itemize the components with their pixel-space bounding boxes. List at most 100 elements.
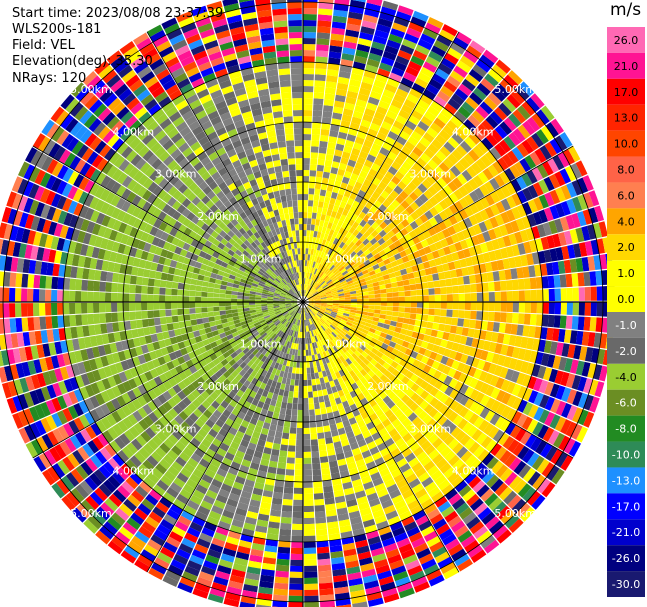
velocity-gate	[541, 314, 549, 327]
velocity-gate	[375, 326, 383, 332]
velocity-gate	[237, 305, 244, 309]
velocity-gate	[461, 327, 469, 337]
velocity-gate	[456, 60, 472, 74]
velocity-gate	[333, 106, 344, 115]
velocity-gate	[331, 339, 337, 346]
velocity-gate	[462, 345, 472, 356]
velocity-gate	[422, 261, 431, 269]
velocity-gate	[429, 397, 439, 408]
velocity-gate	[401, 340, 410, 348]
velocity-gate	[517, 105, 531, 120]
velocity-gate	[154, 271, 163, 280]
velocity-gate	[378, 280, 386, 286]
velocity-gate	[596, 286, 603, 301]
velocity-gate	[531, 455, 545, 471]
velocity-gate	[201, 302, 208, 308]
velocity-gate	[468, 475, 482, 489]
velocity-gate	[384, 156, 394, 166]
velocity-gate	[315, 285, 321, 290]
velocity-gate	[344, 304, 351, 307]
velocity-gate	[337, 291, 345, 295]
velocity-gate	[455, 502, 470, 515]
velocity-gate	[207, 297, 214, 302]
velocity-gate	[389, 521, 404, 532]
velocity-gate	[338, 369, 345, 377]
velocity-gate	[319, 309, 325, 313]
velocity-gate	[540, 105, 555, 122]
velocity-gate	[341, 53, 355, 62]
velocity-gate	[334, 225, 341, 233]
velocity-gate	[342, 314, 349, 320]
velocity-gate	[346, 133, 357, 143]
velocity-gate	[303, 463, 312, 470]
velocity-gate	[577, 177, 589, 194]
velocity-gate	[404, 171, 415, 182]
velocity-gate	[296, 439, 303, 446]
velocity-gate	[328, 51, 342, 59]
velocity-gate	[404, 195, 415, 206]
velocity-gate	[341, 317, 348, 322]
velocity-gate	[385, 334, 393, 341]
velocity-gate	[338, 293, 345, 297]
velocity-gate	[298, 343, 301, 350]
velocity-gate	[351, 274, 358, 280]
velocity-gate	[457, 530, 473, 543]
velocity-gate	[495, 188, 506, 201]
velocity-gate	[341, 176, 350, 185]
velocity-gate	[452, 442, 464, 455]
velocity-gate	[363, 259, 371, 266]
velocity-gate	[492, 501, 507, 516]
velocity-gate	[381, 342, 389, 350]
velocity-gate	[440, 294, 447, 302]
velocity-gate	[380, 94, 393, 105]
velocity-gate	[303, 403, 309, 410]
velocity-gate	[296, 361, 300, 368]
velocity-gate	[559, 168, 572, 184]
velocity-gate	[582, 175, 594, 192]
velocity-gate	[476, 302, 483, 311]
velocity-gate	[147, 302, 154, 311]
velocity-gate	[569, 330, 578, 345]
velocity-gate	[303, 2, 318, 9]
velocity-gate	[416, 302, 423, 308]
velocity-gate	[567, 244, 576, 259]
velocity-gate	[315, 56, 328, 64]
velocity-gate	[341, 243, 349, 251]
velocity-gate	[368, 341, 376, 348]
velocity-gate	[327, 327, 333, 334]
velocity-gate	[485, 516, 500, 530]
velocity-gate	[308, 302, 315, 305]
velocity-gate	[514, 161, 526, 176]
velocity-gate	[571, 196, 583, 212]
velocity-gate	[323, 312, 330, 317]
velocity-gate	[39, 275, 47, 289]
velocity-gate	[329, 333, 336, 340]
velocity-gate	[295, 451, 303, 459]
velocity-gate	[348, 241, 355, 249]
velocity-gate	[424, 383, 434, 394]
velocity-gate	[322, 171, 330, 179]
velocity-gate	[306, 284, 309, 291]
velocity-gate	[311, 134, 320, 141]
velocity-gate	[329, 236, 336, 244]
velocity-gate	[387, 329, 395, 337]
velocity-gate	[411, 537, 426, 549]
velocity-gate	[443, 80, 458, 93]
velocity-gate	[441, 173, 452, 185]
velocity-gate	[370, 229, 379, 238]
velocity-gate	[231, 305, 238, 310]
velocity-gate	[428, 308, 435, 316]
velocity-gate	[105, 292, 112, 302]
velocity-gate	[278, 456, 287, 464]
velocity-gate	[522, 449, 535, 464]
velocity-gate	[447, 515, 462, 528]
velocity-gate	[335, 88, 348, 97]
velocity-gate	[446, 294, 453, 302]
velocity-gate	[400, 200, 410, 210]
velocity-gate	[303, 200, 308, 207]
velocity-gate	[310, 427, 317, 434]
velocity-gate	[315, 50, 329, 58]
velocity-gate	[390, 404, 400, 414]
velocity-gate	[383, 350, 392, 358]
velocity-gate	[589, 396, 600, 413]
